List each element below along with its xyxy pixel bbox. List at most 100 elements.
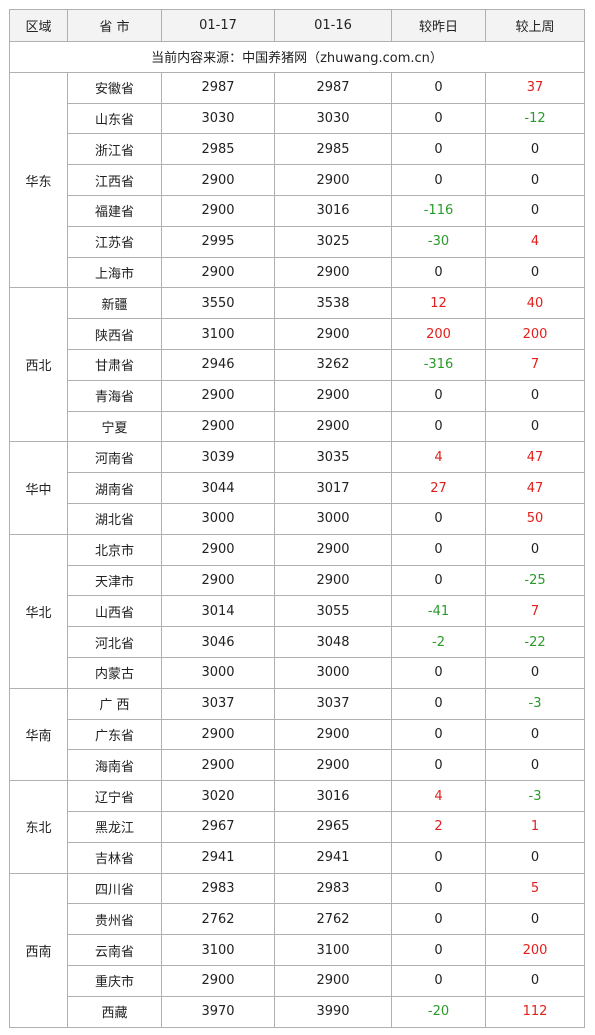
vs-yesterday-cell: 0 — [391, 841, 486, 874]
vs-last-week-cell: 47 — [485, 472, 585, 504]
price-0117-cell: 2900 — [161, 379, 275, 412]
price-0117-cell: 2900 — [161, 164, 275, 196]
vs-yesterday-cell: 0 — [391, 533, 486, 566]
vs-yesterday-cell: 2 — [391, 810, 486, 843]
vs-yesterday-cell: -20 — [391, 995, 486, 1028]
province-cell: 贵州省 — [67, 903, 162, 936]
price-0117-cell: 2900 — [161, 410, 275, 443]
vs-yesterday-cell: 0 — [391, 749, 486, 782]
price-0116-cell: 2900 — [274, 318, 392, 350]
price-0117-cell: 2941 — [161, 841, 275, 874]
price-0116-cell: 3035 — [274, 441, 392, 474]
vs-last-week-cell: -12 — [485, 102, 585, 135]
province-cell: 新疆 — [67, 287, 162, 320]
price-0116-cell: 2900 — [274, 164, 392, 196]
price-0116-cell: 3030 — [274, 102, 392, 135]
price-0117-cell: 2987 — [161, 71, 275, 104]
vs-last-week-cell: 47 — [485, 441, 585, 474]
vs-last-week-cell: 37 — [485, 71, 585, 104]
price-0117-cell: 2900 — [161, 194, 275, 227]
header-vs-yesterday: 较昨日 — [391, 9, 486, 42]
province-cell: 重庆市 — [67, 964, 162, 997]
price-0117-cell: 3044 — [161, 472, 275, 504]
price-0117-cell: 3020 — [161, 780, 275, 812]
header-date-0117: 01-17 — [161, 9, 275, 42]
price-0117-cell: 2900 — [161, 749, 275, 782]
province-cell: 广东省 — [67, 718, 162, 751]
price-0116-cell: 2762 — [274, 903, 392, 936]
price-0117-cell: 3037 — [161, 687, 275, 720]
price-0116-cell: 2965 — [274, 810, 392, 843]
table-row: 江西省 2900 2900 0 0 — [10, 164, 585, 196]
vs-last-week-cell: 1 — [485, 810, 585, 843]
vs-yesterday-cell: 0 — [391, 164, 486, 196]
region-cell: 西南 — [9, 872, 68, 1028]
table-row: 浙江省 2985 2985 0 0 — [10, 133, 585, 166]
vs-last-week-cell: 0 — [485, 903, 585, 936]
province-cell: 甘肃省 — [67, 348, 162, 381]
table-row: 贵州省 2762 2762 0 0 — [10, 903, 585, 936]
vs-yesterday-cell: 0 — [391, 102, 486, 135]
vs-yesterday-cell: 4 — [391, 780, 486, 812]
price-0117-cell: 3100 — [161, 318, 275, 350]
province-cell: 山东省 — [67, 102, 162, 135]
vs-yesterday-cell: 200 — [391, 318, 486, 350]
price-table-container: 区域 省 市 01-17 01-16 较昨日 较上周 当前内容来源：中国养猪网（… — [9, 9, 585, 1028]
price-0117-cell: 2967 — [161, 810, 275, 843]
price-0116-cell: 3017 — [274, 472, 392, 504]
province-cell: 内蒙古 — [67, 656, 162, 689]
price-0117-cell: 3039 — [161, 441, 275, 474]
table-row: 湖北省 3000 3000 0 50 — [10, 502, 585, 535]
table-row: 西南 四川省 2983 2983 0 5 — [9, 872, 585, 1028]
vs-yesterday-cell: 27 — [391, 472, 486, 504]
province-cell: 广 西 — [67, 687, 162, 720]
vs-last-week-cell: 0 — [485, 133, 585, 166]
vs-last-week-cell: 200 — [485, 934, 585, 966]
price-0117-cell: 2995 — [161, 225, 275, 258]
price-0116-cell: 3016 — [274, 194, 392, 227]
price-0116-cell: 3037 — [274, 687, 392, 720]
table-row: 甘肃省 2946 3262 -316 7 — [10, 348, 585, 381]
price-0116-cell: 2900 — [274, 379, 392, 412]
vs-last-week-cell: 40 — [485, 287, 585, 320]
province-cell: 湖南省 — [67, 472, 162, 504]
price-0116-cell: 3016 — [274, 780, 392, 812]
vs-last-week-cell: -3 — [485, 780, 585, 812]
vs-last-week-cell: 4 — [485, 225, 585, 258]
price-0117-cell: 2983 — [161, 872, 275, 905]
price-0116-cell: 3538 — [274, 287, 392, 320]
price-0117-cell: 3046 — [161, 626, 275, 658]
region-cell: 华东 — [9, 71, 68, 289]
header-date-0116: 01-16 — [274, 9, 392, 42]
price-0117-cell: 2900 — [161, 718, 275, 751]
price-0116-cell: 2900 — [274, 410, 392, 443]
province-cell: 海南省 — [67, 749, 162, 782]
vs-last-week-cell: 0 — [485, 718, 585, 751]
price-0116-cell: 2900 — [274, 718, 392, 751]
price-0117-cell: 2946 — [161, 348, 275, 381]
price-0116-cell: 3025 — [274, 225, 392, 258]
province-cell: 福建省 — [67, 194, 162, 227]
vs-last-week-cell: 0 — [485, 379, 585, 412]
province-cell: 陕西省 — [67, 318, 162, 350]
vs-last-week-cell: 0 — [485, 256, 585, 289]
table-row: 云南省 3100 3100 0 200 — [10, 934, 585, 966]
table-row: 西北 新疆 3550 3538 12 40 — [9, 287, 585, 443]
price-0116-cell: 2900 — [274, 749, 392, 782]
source-note: 当前内容来源：中国养猪网（zhuwang.com.cn） — [9, 41, 585, 73]
vs-yesterday-cell: 0 — [391, 872, 486, 905]
price-0116-cell: 3000 — [274, 656, 392, 689]
table-row: 天津市 2900 2900 0 -25 — [10, 564, 585, 597]
vs-yesterday-cell: 0 — [391, 718, 486, 751]
table-row: 黑龙江 2967 2965 2 1 — [10, 810, 585, 843]
province-cell: 宁夏 — [67, 410, 162, 443]
province-cell: 湖北省 — [67, 502, 162, 535]
province-cell: 北京市 — [67, 533, 162, 566]
vs-last-week-cell: 7 — [485, 348, 585, 381]
price-0116-cell: 2987 — [274, 71, 392, 104]
vs-yesterday-cell: 4 — [391, 441, 486, 474]
price-0117-cell: 2900 — [161, 964, 275, 997]
vs-yesterday-cell: -316 — [391, 348, 486, 381]
table-row: 重庆市 2900 2900 0 0 — [10, 964, 585, 997]
pig-price-table: 区域 省 市 01-17 01-16 较昨日 较上周 当前内容来源：中国养猪网（… — [9, 9, 585, 1028]
